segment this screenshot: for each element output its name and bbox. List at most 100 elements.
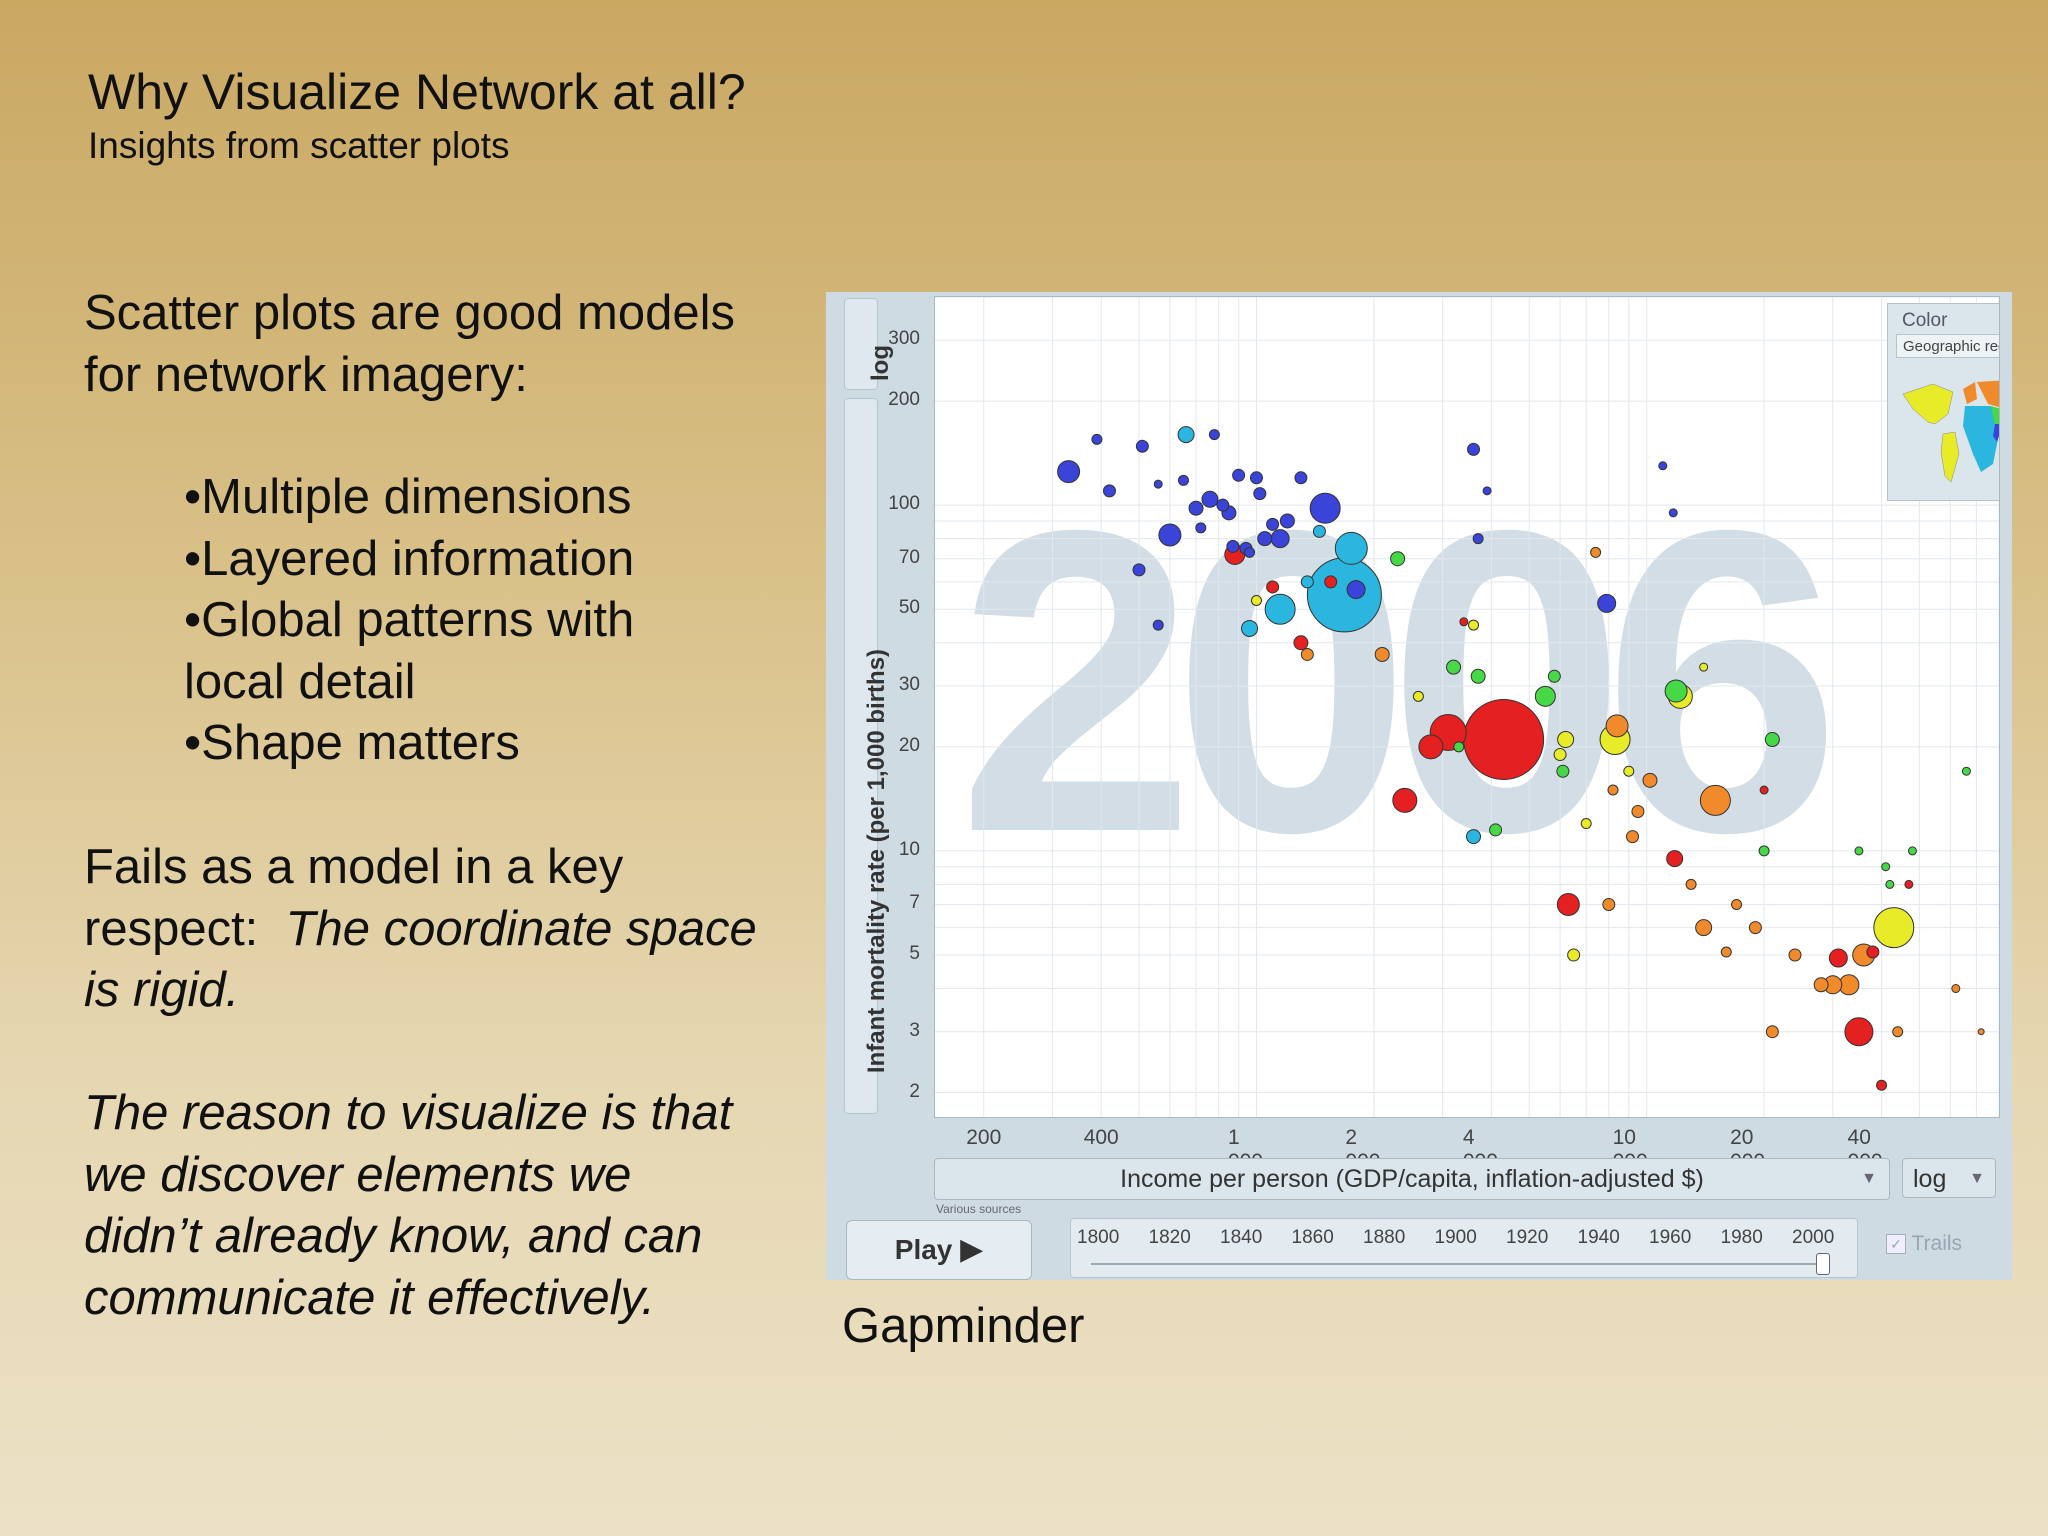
data-point[interactable] xyxy=(1885,879,1895,889)
data-point[interactable] xyxy=(1392,787,1418,813)
data-point[interactable] xyxy=(1472,533,1484,545)
data-point[interactable] xyxy=(1623,765,1635,777)
data-point[interactable] xyxy=(1557,731,1575,749)
x-axis-selector[interactable]: Income per person (GDP/capita, inflation… xyxy=(934,1158,1890,1200)
data-point[interactable] xyxy=(1324,575,1338,589)
data-point[interactable] xyxy=(1374,646,1390,662)
legend-select[interactable]: Geographic regions xyxy=(1896,334,1999,358)
data-point[interactable] xyxy=(1904,879,1914,889)
data-point[interactable] xyxy=(1216,498,1230,512)
data-point[interactable] xyxy=(1844,1017,1874,1047)
data-point[interactable] xyxy=(1695,919,1713,937)
data-point[interactable] xyxy=(1306,557,1382,633)
data-point[interactable] xyxy=(1668,508,1678,518)
data-point[interactable] xyxy=(1459,617,1469,627)
data-point[interactable] xyxy=(1892,1026,1904,1038)
data-point[interactable] xyxy=(1977,1028,1985,1036)
data-point[interactable] xyxy=(1446,659,1462,675)
data-point[interactable] xyxy=(1158,523,1182,547)
data-point[interactable] xyxy=(1828,948,1848,968)
data-point[interactable] xyxy=(1961,766,1971,776)
data-point[interactable] xyxy=(1266,580,1280,594)
data-point[interactable] xyxy=(1534,685,1556,707)
data-point[interactable] xyxy=(1607,784,1619,796)
data-point[interactable] xyxy=(1720,946,1732,958)
data-point[interactable] xyxy=(1699,662,1709,672)
data-point[interactable] xyxy=(1642,772,1658,788)
data-point[interactable] xyxy=(1300,647,1314,661)
data-point[interactable] xyxy=(1266,517,1280,531)
data-point[interactable] xyxy=(1666,850,1684,868)
data-point[interactable] xyxy=(1759,785,1769,795)
data-point[interactable] xyxy=(1731,898,1743,910)
data-point[interactable] xyxy=(1951,984,1961,994)
data-point[interactable] xyxy=(1188,500,1204,516)
data-point[interactable] xyxy=(1253,487,1267,501)
data-point[interactable] xyxy=(1279,513,1295,529)
data-point[interactable] xyxy=(1153,479,1163,489)
data-point[interactable] xyxy=(1312,524,1326,538)
data-point[interactable] xyxy=(1658,461,1668,471)
data-point[interactable] xyxy=(1467,442,1481,456)
data-point[interactable] xyxy=(1257,531,1273,547)
data-point[interactable] xyxy=(1463,699,1545,781)
data-point[interactable] xyxy=(1250,594,1262,606)
data-point[interactable] xyxy=(1346,580,1366,600)
data-point[interactable] xyxy=(1664,679,1688,703)
trails-toggle[interactable]: ✓ Trails xyxy=(1886,1232,1962,1256)
data-point[interactable] xyxy=(1605,714,1629,738)
data-point[interactable] xyxy=(1907,846,1917,856)
data-point[interactable] xyxy=(1597,593,1617,613)
data-point[interactable] xyxy=(1547,669,1561,683)
data-point[interactable] xyxy=(1309,492,1341,524)
data-point[interactable] xyxy=(1390,551,1406,567)
x-scale-selector[interactable]: log ▼ xyxy=(1902,1158,1996,1198)
data-point[interactable] xyxy=(1102,484,1116,498)
data-point[interactable] xyxy=(1470,668,1486,684)
data-point[interactable] xyxy=(1334,531,1368,565)
data-point[interactable] xyxy=(1567,948,1581,962)
data-point[interactable] xyxy=(1813,977,1829,993)
data-point[interactable] xyxy=(1489,823,1503,837)
data-point[interactable] xyxy=(1453,741,1465,753)
y-scale-toggle[interactable]: log xyxy=(844,298,894,390)
data-point[interactable] xyxy=(1418,734,1444,760)
data-point[interactable] xyxy=(1249,471,1263,485)
data-point[interactable] xyxy=(1135,439,1149,453)
data-point[interactable] xyxy=(1468,619,1480,631)
data-point[interactable] xyxy=(1626,830,1640,844)
data-point[interactable] xyxy=(1765,1025,1779,1039)
data-point[interactable] xyxy=(1580,818,1592,830)
data-point[interactable] xyxy=(1758,845,1770,857)
data-point[interactable] xyxy=(1602,897,1616,911)
data-point[interactable] xyxy=(1300,575,1314,589)
data-point[interactable] xyxy=(1482,486,1492,496)
data-point[interactable] xyxy=(1091,433,1103,445)
data-point[interactable] xyxy=(1208,429,1220,441)
data-point[interactable] xyxy=(1244,546,1256,558)
data-point[interactable] xyxy=(1057,460,1081,484)
data-point[interactable] xyxy=(1412,690,1424,702)
data-point[interactable] xyxy=(1854,846,1864,856)
data-point[interactable] xyxy=(1226,539,1240,553)
data-point[interactable] xyxy=(1232,468,1246,482)
data-point[interactable] xyxy=(1177,426,1195,444)
data-point[interactable] xyxy=(1264,593,1296,625)
data-point[interactable] xyxy=(1152,619,1164,631)
data-point[interactable] xyxy=(1241,619,1259,637)
data-point[interactable] xyxy=(1631,805,1645,819)
data-point[interactable] xyxy=(1293,635,1309,651)
data-point[interactable] xyxy=(1590,546,1602,558)
data-point[interactable] xyxy=(1195,522,1207,534)
data-point[interactable] xyxy=(1764,732,1780,748)
data-point[interactable] xyxy=(1466,829,1482,845)
data-point[interactable] xyxy=(1294,471,1308,485)
data-point[interactable] xyxy=(1270,529,1290,549)
data-point[interactable] xyxy=(1748,921,1762,935)
timeline-slider[interactable]: 1800 1820 1840 1860 1880 1900 1920 1940 1960 1980… xyxy=(1070,1218,1858,1278)
data-point[interactable] xyxy=(1556,764,1570,778)
data-point[interactable] xyxy=(1556,892,1580,916)
data-point[interactable] xyxy=(1873,907,1915,949)
data-point[interactable] xyxy=(1866,945,1880,959)
data-point[interactable] xyxy=(1132,563,1146,577)
